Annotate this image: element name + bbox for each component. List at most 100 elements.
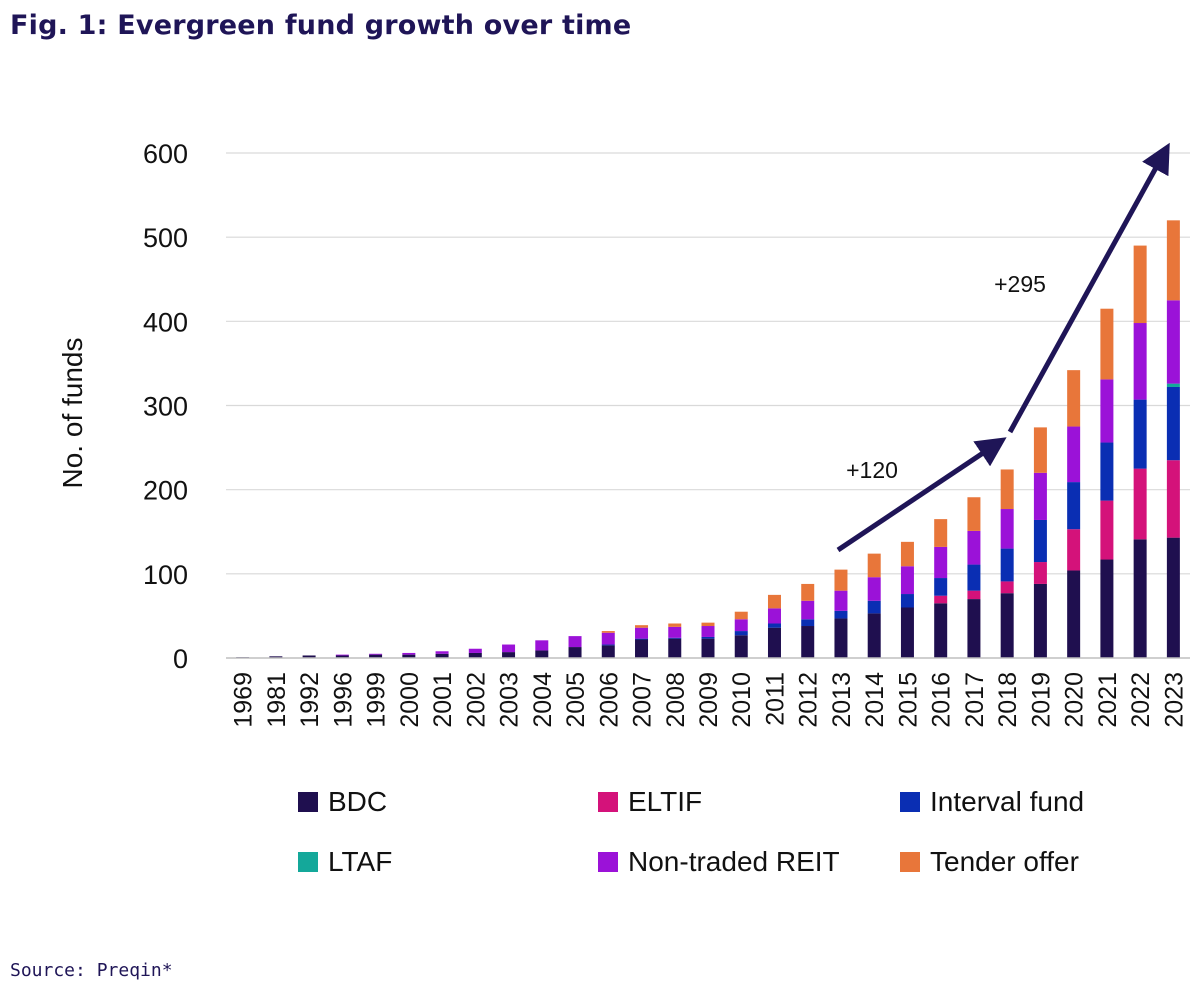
bar-segment-tender-offer-2020 xyxy=(1067,370,1081,427)
legend-item: ELTIF xyxy=(598,786,702,818)
bar-segment-ltaf-2023 xyxy=(1166,383,1180,387)
bar-segment-tender-offer-2006 xyxy=(601,631,615,633)
bar-segment-bdc-2020 xyxy=(1067,570,1081,658)
bar-segment-bdc-1999 xyxy=(369,654,383,658)
bar-segment-interval-fund-2013 xyxy=(834,610,848,619)
x-tick-label: 2010 xyxy=(728,672,756,728)
x-tick-label: 1969 xyxy=(230,672,258,728)
bar-segment-bdc-2021 xyxy=(1100,559,1114,658)
bar-segment-interval-fund-2016 xyxy=(934,578,948,596)
bar-segment-interval-fund-2008 xyxy=(668,637,682,639)
x-tick-label: 2018 xyxy=(994,672,1022,728)
bar-segment-eltif-2020 xyxy=(1067,529,1081,571)
bar-segment-bdc-2015 xyxy=(900,607,914,658)
bar-segment-interval-fund-2022 xyxy=(1133,399,1147,469)
bar-segment-eltif-2018 xyxy=(1000,581,1014,594)
legend-swatch xyxy=(298,792,318,812)
bar-segment-non-traded-reit-2011 xyxy=(767,608,781,624)
bar-segment-bdc-2014 xyxy=(867,613,881,658)
legend-item: Non-traded REIT xyxy=(598,846,840,878)
bar-segment-bdc-2010 xyxy=(734,635,748,658)
bar-segment-non-traded-reit-2022 xyxy=(1133,323,1147,400)
bar-segment-interval-fund-2014 xyxy=(867,600,881,614)
bar-segment-tender-offer-2009 xyxy=(701,622,715,627)
bar-segment-non-traded-reit-2006 xyxy=(601,632,615,645)
bar-segment-tender-offer-2011 xyxy=(767,594,781,609)
x-tick-label: 2003 xyxy=(496,672,524,728)
bar-segment-non-traded-reit-2017 xyxy=(967,530,981,565)
x-tick-label: 2009 xyxy=(695,672,723,728)
bar-segment-non-traded-reit-1999 xyxy=(369,653,383,655)
bar-segment-tender-offer-2007 xyxy=(635,625,649,628)
source-note: Source: Preqin* xyxy=(10,960,173,981)
x-tick-label: 2022 xyxy=(1127,672,1155,728)
bar-segment-eltif-2021 xyxy=(1100,500,1114,560)
bar-segment-interval-fund-2007 xyxy=(635,638,649,640)
y-tick-label: 200 xyxy=(143,476,188,506)
x-axis-ticks: 1969 1981 1992 1996 1999 2000 2001 2002 2003 2004… xyxy=(230,672,1189,728)
bar-segment-bdc-2006 xyxy=(601,645,615,658)
growth-annotations: +120 +295 xyxy=(836,142,1170,553)
bar-segment-bdc-2022 xyxy=(1133,539,1147,658)
legend-label: BDC xyxy=(328,786,388,817)
bar-segment-bdc-2001 xyxy=(435,653,449,658)
x-tick-label: 2012 xyxy=(795,672,823,728)
bar-segment-eltif-2022 xyxy=(1133,468,1147,540)
bar-segment-interval-fund-2023 xyxy=(1166,386,1180,461)
bar-segment-tender-offer-2010 xyxy=(734,611,748,620)
y-tick-label: 300 xyxy=(143,392,188,422)
legend-label: Interval fund xyxy=(930,786,1085,817)
bar-segment-interval-fund-2015 xyxy=(900,594,914,608)
bar-segment-non-traded-reit-2005 xyxy=(568,636,582,648)
x-tick-label: 2021 xyxy=(1094,672,1122,728)
x-tick-label: 2015 xyxy=(894,672,922,728)
x-tick-label: 2011 xyxy=(761,672,789,726)
bar-segment-tender-offer-2022 xyxy=(1133,245,1147,324)
legend-label: Tender offer xyxy=(930,846,1079,877)
legend-item: Tender offer xyxy=(900,846,1079,878)
bar-segment-bdc-1996 xyxy=(335,655,349,658)
bar-segment-bdc-2019 xyxy=(1033,583,1047,658)
bar-segment-interval-fund-2011 xyxy=(767,623,781,628)
bar-segment-non-traded-reit-2012 xyxy=(801,600,815,620)
bar-segment-tender-offer-2017 xyxy=(967,497,981,531)
bar-segment-bdc-2007 xyxy=(635,639,649,658)
x-tick-label: 2007 xyxy=(629,672,657,728)
bar-segment-tender-offer-2013 xyxy=(834,569,848,591)
legend-swatch xyxy=(598,852,618,872)
bar-segment-bdc-2002 xyxy=(468,652,482,658)
gridlines xyxy=(226,152,1190,575)
bar-segment-tender-offer-2012 xyxy=(801,583,815,601)
x-tick-label: 2008 xyxy=(662,672,690,728)
bar-segment-tender-offer-2016 xyxy=(934,519,948,547)
x-tick-label: 2020 xyxy=(1061,672,1089,728)
x-tick-label: 2000 xyxy=(396,672,424,728)
legend-label: Non-traded REIT xyxy=(628,846,840,877)
bar-segment-non-traded-reit-2004 xyxy=(535,640,549,651)
bar-segment-bdc-1981 xyxy=(269,656,283,658)
bar-segment-bdc-2017 xyxy=(967,599,981,658)
legend-item: BDC xyxy=(298,786,387,818)
bar-segment-non-traded-reit-2003 xyxy=(502,644,516,653)
y-axis-label: No. of funds xyxy=(57,338,88,489)
bar-segment-interval-fund-2019 xyxy=(1033,519,1047,563)
bar-segment-tender-offer-2014 xyxy=(867,553,881,578)
bar-segment-non-traded-reit-2010 xyxy=(734,619,748,632)
bar-segment-interval-fund-2020 xyxy=(1067,482,1081,530)
bar-segment-bdc-2012 xyxy=(801,626,815,658)
bar-segment-tender-offer-2021 xyxy=(1100,308,1114,380)
bar-segment-eltif-2023 xyxy=(1166,460,1180,538)
legend-item: Interval fund xyxy=(900,786,1084,818)
bar-segment-non-traded-reit-2019 xyxy=(1033,472,1047,520)
x-tick-label: 1981 xyxy=(263,672,291,728)
bar-segment-non-traded-reit-2023 xyxy=(1166,300,1180,384)
bar-segment-bdc-2000 xyxy=(402,654,416,658)
bar-segment-tender-offer-2018 xyxy=(1000,469,1014,510)
legend-swatch xyxy=(900,852,920,872)
legend-swatch xyxy=(598,792,618,812)
bar-segment-non-traded-reit-2020 xyxy=(1067,426,1081,483)
x-tick-label: 1999 xyxy=(363,672,391,728)
legend-label: ELTIF xyxy=(628,786,703,817)
bar-segment-tender-offer-2015 xyxy=(900,541,914,567)
bar-segment-interval-fund-2021 xyxy=(1100,442,1114,501)
